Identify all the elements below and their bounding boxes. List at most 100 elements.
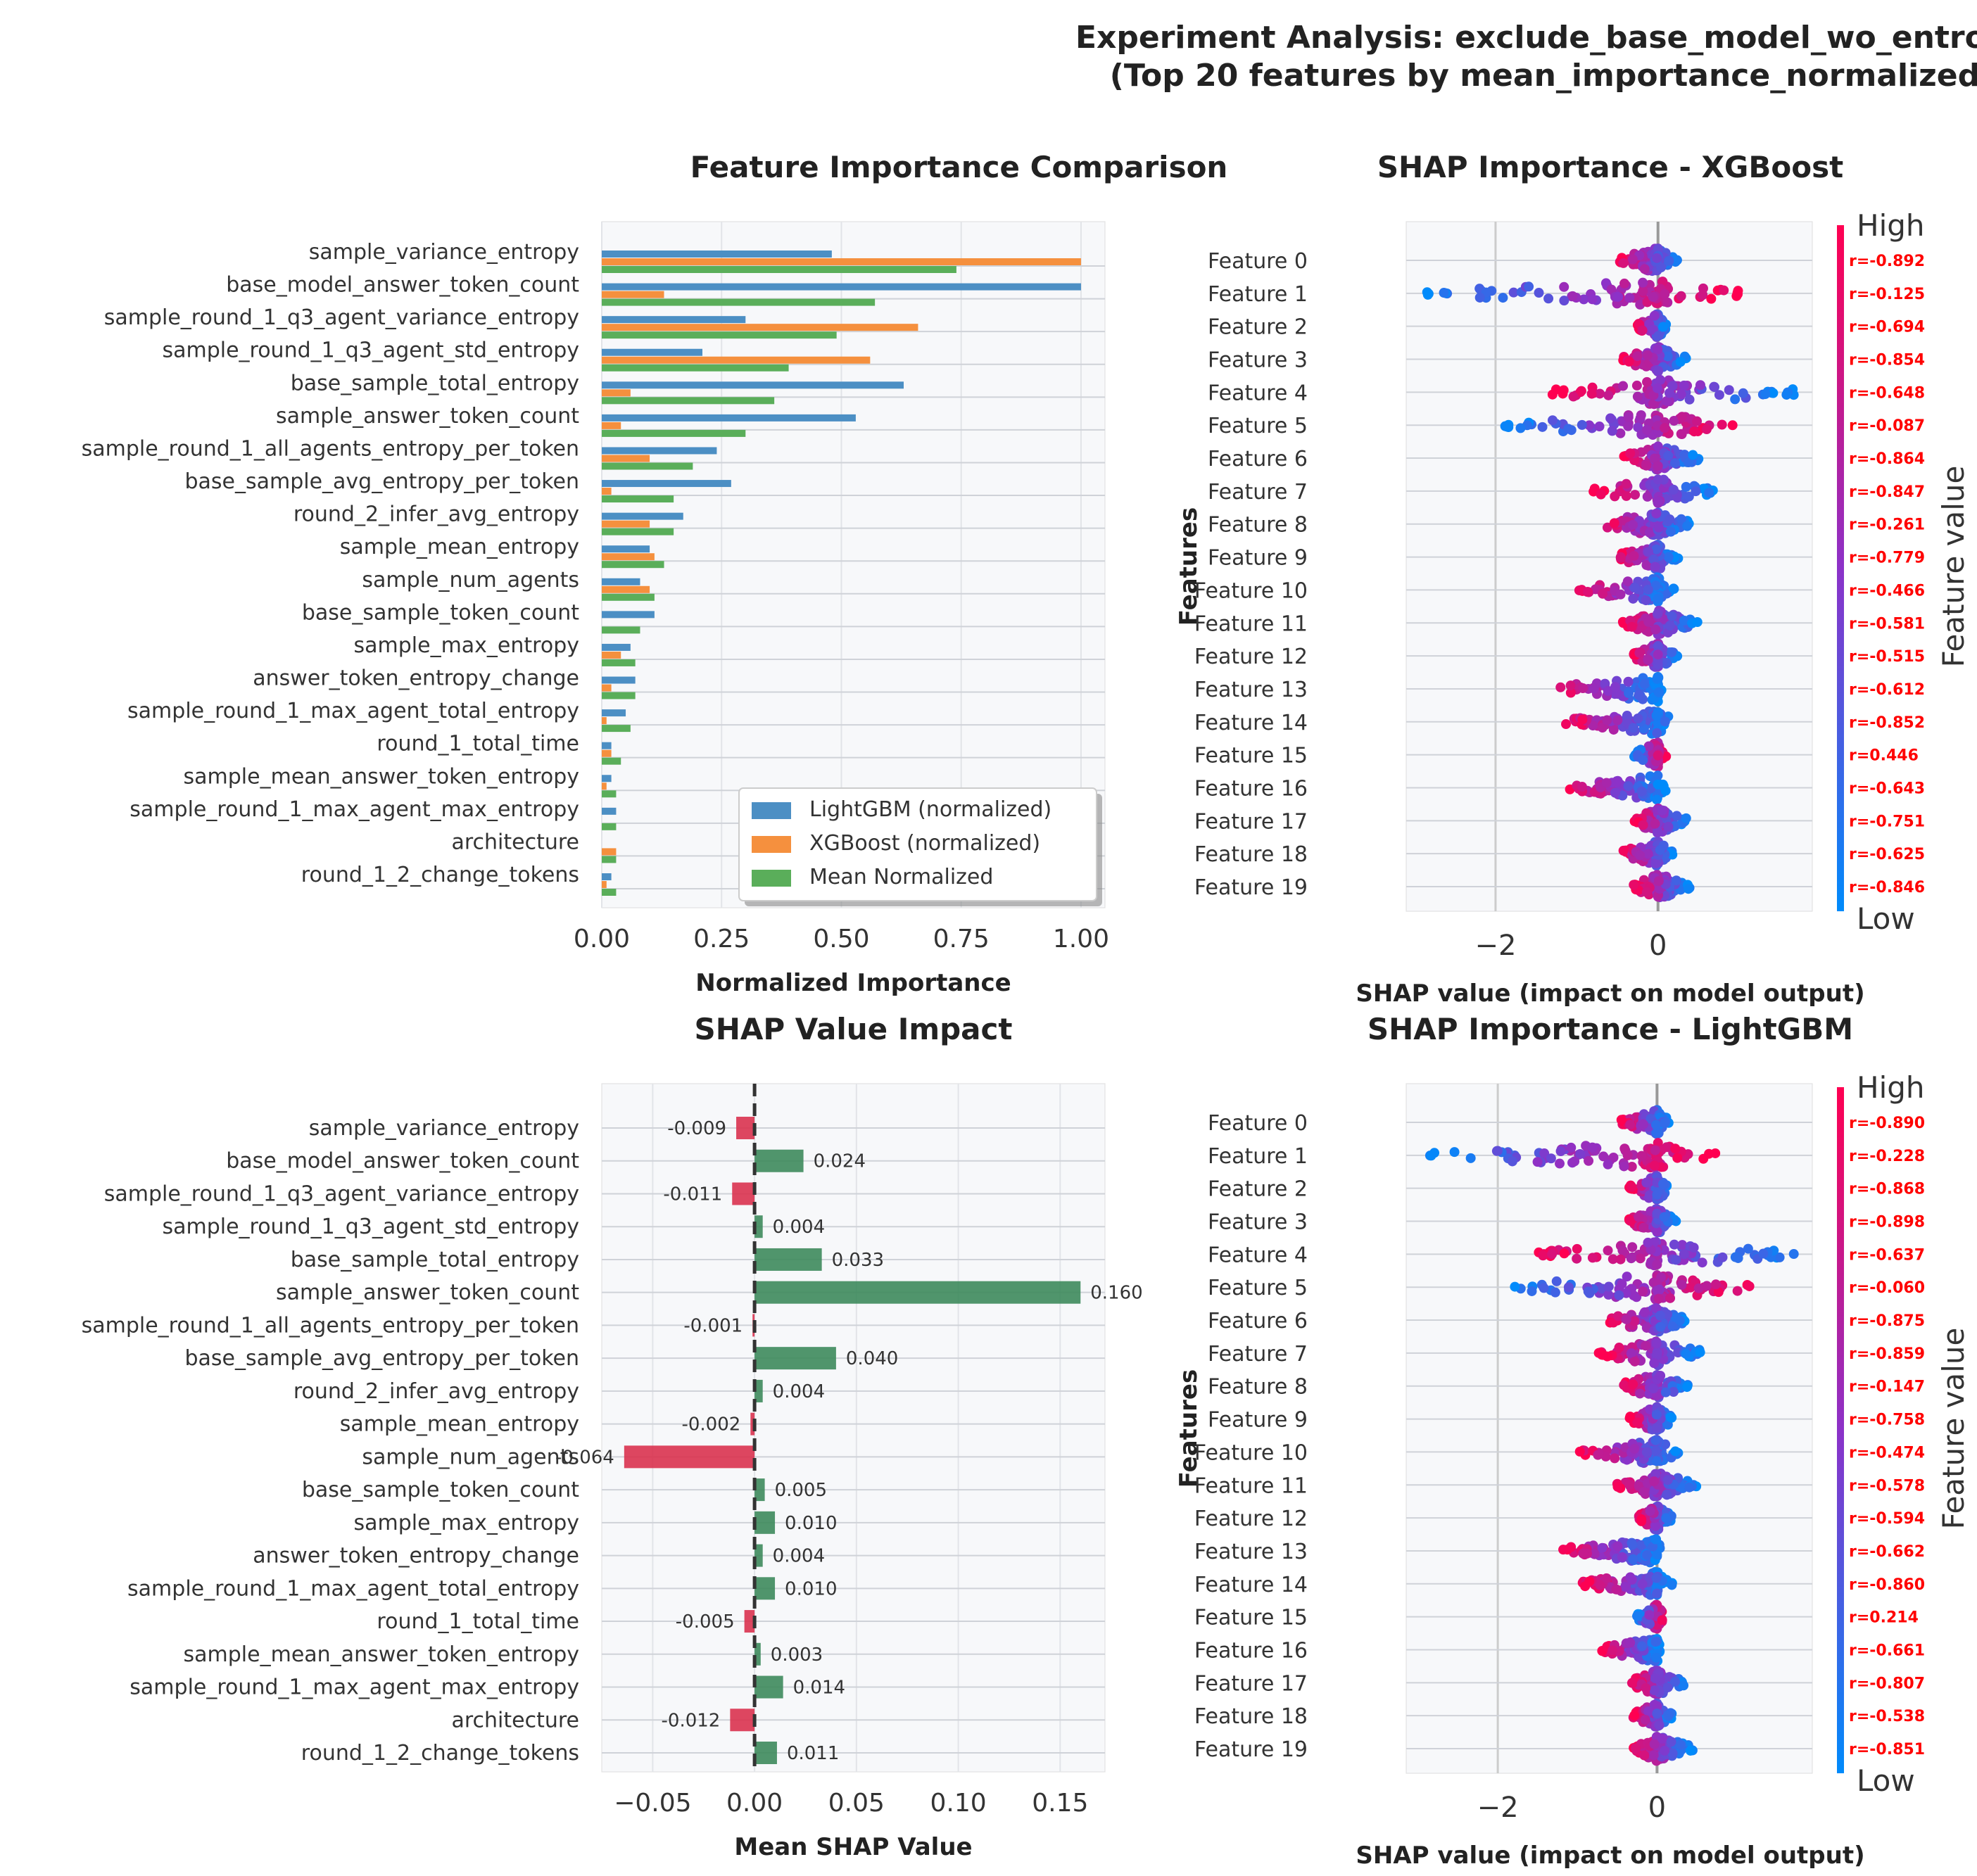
shap-point [1572, 1243, 1582, 1254]
bar-value-label: -0.064 [555, 1447, 614, 1468]
r-label: r=-0.847 [1849, 483, 1925, 501]
y-tick-label: Feature 1 [1208, 1144, 1308, 1169]
r-label: r=0.214 [1849, 1609, 1919, 1627]
shap-point [1638, 755, 1648, 766]
shap-point [1653, 687, 1664, 697]
shap-point [1619, 278, 1630, 289]
shap-bar [754, 1742, 777, 1764]
bar-xgboost [602, 455, 650, 462]
shap-point [1652, 1189, 1662, 1200]
shap-point [1569, 1156, 1580, 1167]
shap-point [1681, 813, 1691, 823]
y-tick-label: Feature 15 [1194, 1606, 1308, 1630]
bar-lightgbm [602, 611, 655, 619]
y-tick-label: Feature 4 [1208, 381, 1308, 405]
r-label: r=-0.864 [1849, 450, 1925, 468]
beeswarm-row [1588, 474, 1718, 508]
shap-point [1628, 1379, 1638, 1390]
x-tick-label: 0.05 [828, 1789, 885, 1818]
shap-point [1617, 1279, 1627, 1289]
y-tick-label: Feature 11 [1194, 1473, 1308, 1498]
shap-point [1727, 420, 1738, 431]
y-tick-label: sample_round_1_q3_agent_variance_entropy [104, 1181, 579, 1206]
y-tick-label: Feature 6 [1208, 1309, 1308, 1333]
shap-point [1634, 690, 1644, 700]
y-tick-label: round_2_infer_avg_entropy [293, 502, 579, 527]
beeswarm-row [1616, 1105, 1674, 1139]
shap-point [1653, 441, 1663, 452]
shap-point [1653, 750, 1663, 761]
colorbar [1837, 1087, 1844, 1773]
shap-point [1657, 1615, 1667, 1625]
shap-point [1649, 1476, 1660, 1487]
beeswarm-row [1615, 540, 1684, 574]
shap-point [1650, 1120, 1661, 1130]
shap-point [1565, 680, 1576, 691]
bar-mean [602, 298, 876, 306]
shap-point [1653, 344, 1663, 355]
y-tick-label: Feature 19 [1194, 875, 1308, 900]
x-tick-label: 1.00 [1053, 925, 1109, 953]
bar-lightgbm [602, 807, 617, 815]
y-tick-label: base_model_answer_token_count [226, 273, 579, 298]
y-tick-label: sample_max_entropy [354, 1511, 580, 1535]
shap-point [1660, 423, 1670, 433]
r-label: r=-0.875 [1849, 1312, 1925, 1330]
shap-point [1561, 719, 1572, 730]
chart-title: SHAP Importance - LightGBM [1368, 1012, 1853, 1046]
shap-point [1584, 1288, 1595, 1298]
shap-point [1665, 526, 1676, 537]
bar-xgboost [602, 389, 631, 397]
shap-point [1605, 413, 1616, 424]
shap-point [1644, 527, 1655, 538]
r-label: r=-0.892 [1849, 253, 1925, 270]
shap-point [1598, 588, 1608, 599]
feature-importance-chart: Feature Importance Comparison 0.00 0.25 0.5… [82, 150, 1228, 997]
shap-point [1639, 1486, 1650, 1497]
shap-point [1661, 1513, 1672, 1523]
shap-point [1608, 1254, 1618, 1265]
y-tick-label: Feature 0 [1208, 1111, 1308, 1136]
shap-point [1650, 818, 1660, 829]
bar-value-label: -0.001 [683, 1315, 743, 1336]
shap-point [1649, 1685, 1660, 1696]
shap-point [1507, 1156, 1517, 1167]
bar-mean [602, 856, 617, 863]
y-tick-label: base_sample_total_entropy [291, 371, 579, 395]
shap-point [1695, 1347, 1705, 1357]
shap-point [1583, 587, 1593, 597]
shap-point [1724, 385, 1734, 395]
y-tick-label: sample_mean_entropy [340, 1412, 579, 1437]
shap-point [1474, 292, 1485, 303]
y-tick-label: Feature 15 [1194, 744, 1308, 768]
shap-point [1559, 296, 1569, 306]
bar-lightgbm [602, 381, 904, 389]
shap-point [1422, 289, 1433, 300]
y-tick-label: architecture [451, 1708, 579, 1732]
shap-point [1610, 787, 1620, 798]
bar-value-label: 0.005 [775, 1480, 827, 1501]
shap-point [1653, 496, 1663, 507]
bar-value-label: 0.010 [785, 1578, 837, 1599]
shap-point [1641, 1447, 1652, 1457]
shap-bar [754, 1347, 836, 1370]
r-label: r=-0.581 [1849, 615, 1925, 633]
shap-point [1674, 1315, 1685, 1326]
bar-xgboost [602, 684, 612, 692]
y-tick-label: sample_mean_answer_token_entropy [184, 764, 579, 789]
shap-point [1651, 710, 1662, 721]
bar-mean [602, 528, 674, 535]
y-tick-label: sample_round_1_max_agent_max_entropy [130, 797, 579, 822]
shap-point [1568, 391, 1579, 402]
shap-point [1624, 1479, 1635, 1490]
shap-point [1635, 1253, 1646, 1264]
shap-point [1652, 1260, 1662, 1270]
bar-mean [602, 790, 617, 798]
bar-mean [602, 823, 617, 830]
shap-point [1732, 288, 1743, 298]
shap-point [1679, 380, 1689, 391]
shap-point [1613, 291, 1624, 302]
x-tick-label: −2 [1477, 1792, 1519, 1824]
shap-point [1498, 293, 1508, 303]
shap-point [1650, 1445, 1661, 1456]
